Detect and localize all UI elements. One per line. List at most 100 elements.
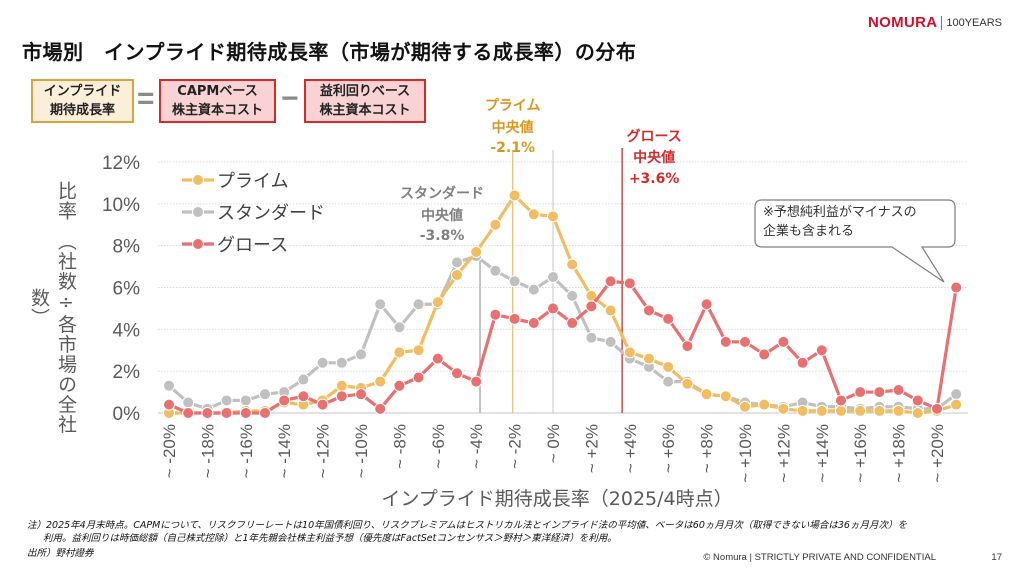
data-point-prime (662, 360, 675, 373)
x-tick-label: ~ -14% (275, 424, 294, 478)
data-point-growth (931, 402, 943, 415)
median-label-prime: プライム (485, 98, 541, 114)
data-point-growth (182, 407, 195, 419)
median-label-standard: 中央値 (421, 207, 463, 224)
data-point-prime (643, 352, 655, 365)
data-point-growth (355, 388, 367, 401)
data-point-prime (758, 398, 771, 411)
y-axis-label: 比率 （社数÷各市場の全社数） (28, 181, 77, 435)
data-point-prime (470, 245, 483, 258)
logo-years: 100YEARS (946, 16, 1002, 29)
data-point-standard (508, 275, 521, 288)
data-point-growth (374, 402, 387, 415)
data-point-standard (451, 256, 463, 269)
x-tick-label: ~ -8% (390, 424, 409, 469)
data-point-growth (451, 367, 463, 380)
y-ticks: 0% 2% 4% 6% 8% 10% 12% (102, 153, 140, 425)
legend-marker-prime (192, 174, 204, 186)
footnote-1: 注）2025年4月末時点。CAPMについて、リスクフリーレートは10年国債利回り… (27, 520, 907, 531)
data-point-standard (393, 321, 406, 334)
data-point-growth (316, 398, 329, 411)
data-point-growth (623, 277, 636, 290)
data-point-growth (796, 356, 809, 369)
median-label-prime: -2.1% (490, 140, 535, 156)
formula-capm-box: CAPMベース 株主資本コスト (159, 79, 276, 123)
median-label-standard: スタンダード (400, 185, 484, 202)
y-tick-label: 4% (113, 320, 141, 341)
footnote-2: 利用。益利回りは時価総額（自己株式控除）と1年先親会社株主利益予想（優先度はFa… (43, 533, 617, 544)
x-tick-label: ~ -18% (198, 424, 217, 478)
x-axis-label: インプライド期待成長率（2025/4時点） (381, 488, 733, 510)
median-label-growth: グロース (626, 128, 681, 145)
formula-term2-line2: 株主資本コスト (171, 103, 263, 118)
data-point-prime (700, 388, 713, 401)
series-line-standard (167, 254, 958, 411)
y-tick-label: 12% (102, 153, 140, 174)
data-point-growth (835, 394, 847, 407)
x-tick-label: ~ +8% (698, 424, 717, 473)
data-point-standard (316, 356, 329, 369)
data-point-prime (412, 344, 425, 357)
x-tick-label: ~ +16% (851, 424, 870, 483)
formula-term2-line1: CAPMベース (177, 84, 258, 99)
data-point-prime (566, 258, 579, 271)
x-tick-label: ~ -12% (314, 424, 333, 478)
data-point-standard (297, 373, 310, 386)
data-point-growth (259, 407, 271, 419)
y-tick-label: 8% (113, 237, 141, 258)
x-tick-label: ~ -20% (160, 424, 179, 478)
formula-term1-line1: インプライド (43, 84, 122, 99)
data-point-prime (950, 398, 963, 411)
x-tick-label: ~ +14% (813, 424, 832, 483)
formula-earnings-yield-box: 益利回りベース 株主資本コスト (304, 79, 426, 123)
median-label-growth: +3.6% (629, 171, 680, 187)
callout-bubble (754, 199, 956, 283)
x-tick-label: ~ +6% (659, 424, 678, 473)
data-point-growth (220, 407, 233, 419)
data-point-growth (431, 352, 444, 365)
logo-divider (941, 15, 943, 30)
data-point-growth (758, 348, 771, 361)
data-point-prime (815, 404, 828, 417)
data-point-standard (662, 375, 675, 388)
data-point-prime (335, 379, 348, 392)
data-point-standard (604, 335, 617, 348)
data-point-prime (854, 404, 867, 417)
data-point-growth (739, 335, 751, 348)
legend-marker-growth (192, 238, 204, 250)
data-point-growth (662, 312, 675, 325)
formula-equals-sign: = (137, 82, 155, 115)
data-point-growth (297, 390, 310, 403)
data-point-growth (604, 275, 617, 288)
data-point-standard (489, 264, 502, 277)
data-point-growth (489, 308, 502, 321)
data-point-growth (892, 383, 905, 396)
data-point-growth (911, 394, 924, 407)
data-point-growth (547, 302, 559, 315)
x-tick-label: ~ +20% (928, 424, 947, 483)
x-tick-label: ~ -4% (467, 424, 486, 469)
data-point-standard (239, 394, 252, 407)
x-tick-label: ~ -16% (237, 424, 256, 478)
data-point-growth (681, 340, 694, 353)
data-point-standard (412, 298, 425, 311)
formula-term1-line2: 期待成長率 (49, 103, 115, 118)
copyright: © Nomura | STRICTLY PRIVATE AND CONFIDEN… (703, 552, 936, 563)
data-point-prime (892, 404, 905, 417)
data-point-prime (393, 346, 406, 359)
nomura-logo: NOMURA 100YEARS (868, 14, 1002, 31)
data-point-standard (374, 298, 387, 311)
data-point-prime (489, 218, 502, 231)
median-label-growth: 中央値 (633, 149, 675, 166)
x-tick-label: ~ +18% (890, 424, 909, 483)
source-note: 出所）野村證券 (27, 548, 94, 559)
x-tick-label: ~ -10% (352, 424, 371, 478)
data-point-standard (566, 289, 579, 302)
data-point-standard (355, 348, 367, 361)
x-tick-label: ~ -6% (429, 424, 448, 469)
data-point-standard (950, 388, 963, 401)
data-point-standard (259, 388, 271, 401)
y-tick-label: 0% (113, 404, 141, 425)
data-point-standard (220, 394, 233, 407)
